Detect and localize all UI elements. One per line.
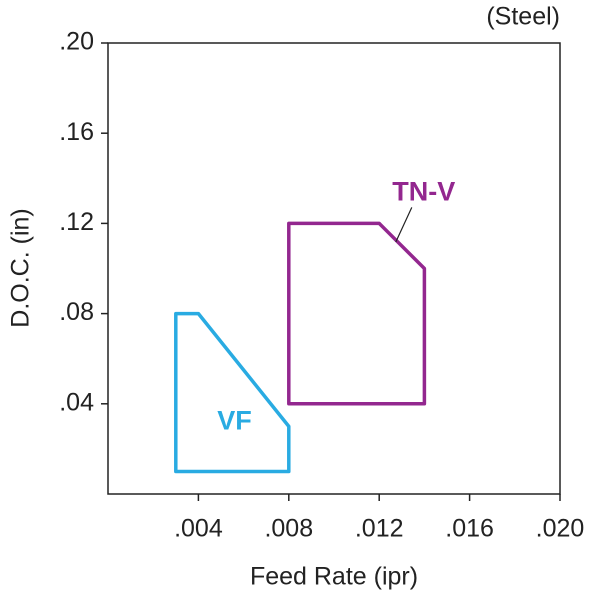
y-tick-label: .12 xyxy=(59,208,94,236)
region xyxy=(287,221,427,406)
annotation: (Steel) xyxy=(486,3,560,31)
x-tick-label: .004 xyxy=(174,515,223,543)
region xyxy=(174,311,291,474)
x-axis-title: Feed Rate (ipr) xyxy=(250,563,418,591)
series-label: TN-V xyxy=(392,177,455,207)
x-tick-label: .016 xyxy=(445,515,494,543)
leader-line xyxy=(395,207,413,243)
y-axis-title: D.O.C. (in) xyxy=(7,208,35,327)
y-tick-label: .04 xyxy=(59,388,94,416)
plot-frame xyxy=(107,42,561,495)
y-tick-label: .20 xyxy=(59,28,94,56)
x-tick-label: .012 xyxy=(355,515,404,543)
y-tick-label: .08 xyxy=(59,298,94,326)
x-tick-label: .020 xyxy=(536,515,585,543)
x-tick-label: .008 xyxy=(264,515,313,543)
series-label: VF xyxy=(217,406,252,436)
y-tick-label: .16 xyxy=(59,118,94,146)
